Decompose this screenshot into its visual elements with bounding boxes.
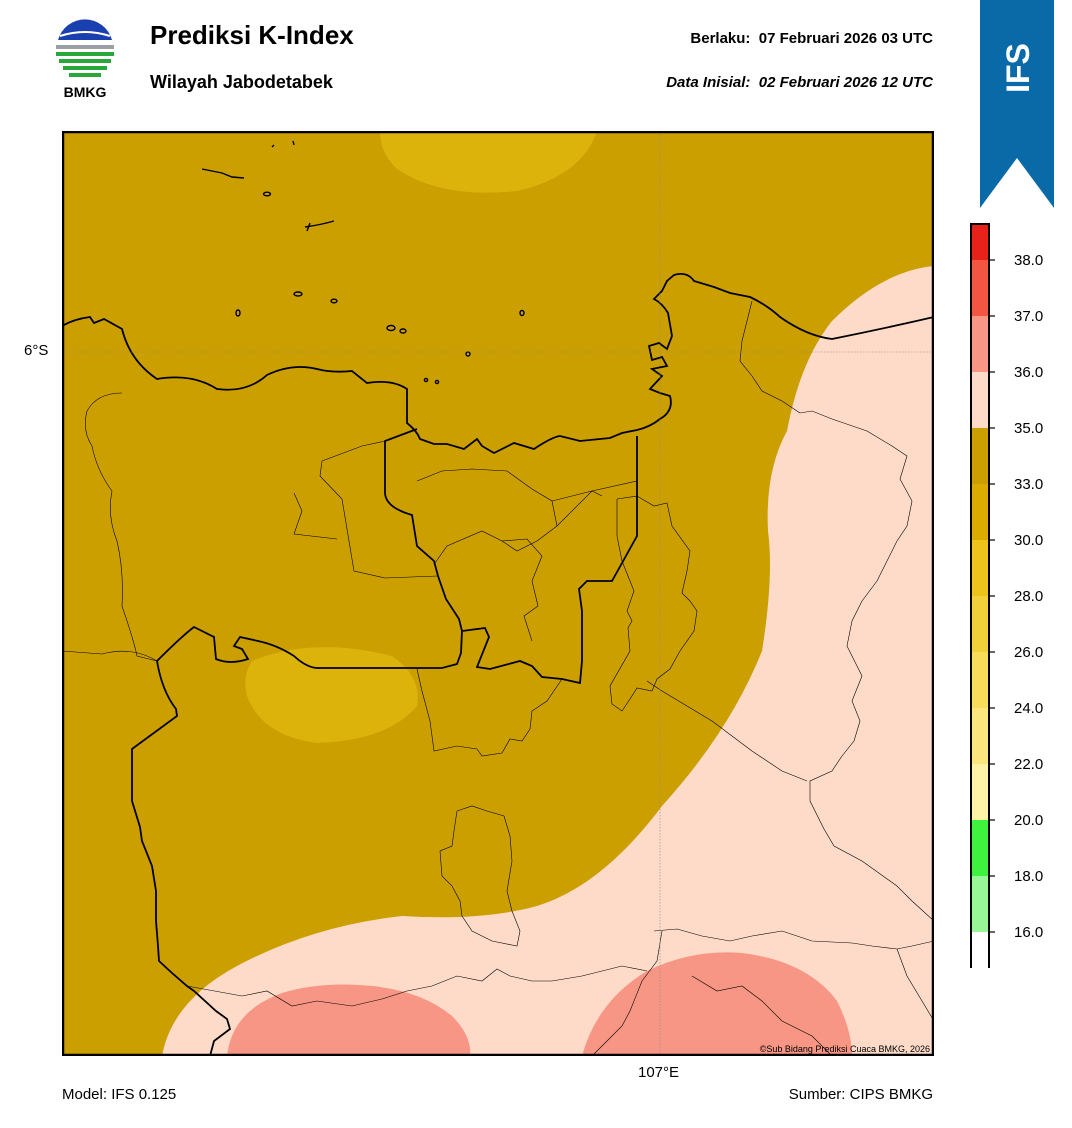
colorbar-tick-label: 28.0 [1014,588,1043,605]
colorbar-segment [971,708,989,764]
colorbar-tick-label: 35.0 [1014,420,1043,437]
colorbar-segment [971,596,989,652]
k-index-map: ©Sub Bidang Prediksi Cuaca BMKG, 2026 [62,131,934,1056]
region-subtitle: Wilayah Jabodetabek [150,72,333,92]
field-37-38-left [227,984,471,1056]
field-28-30-top [380,131,597,193]
coastline [62,272,934,455]
valid-time: Berlaku: 07 Februari 2026 03 UTC [690,30,933,47]
colorbar-tick-label: 16.0 [1014,924,1043,941]
regency-boundaries [62,300,934,1056]
field-37-38-right [582,952,852,1056]
source-label: Sumber: CIPS BMKG [788,1086,933,1103]
colorbar-segment [971,372,989,428]
colorbar-tick-label: 33.0 [1014,476,1043,493]
colorbar-segment [971,652,989,708]
islands [201,140,525,385]
field-35-36 [162,266,934,1056]
ifs-banner: IFS [980,0,1054,208]
banten-boundary [131,660,232,1056]
colorbar-tick-label: 37.0 [1014,308,1043,325]
colorbar: 38.0 37.0 36.0 35.0 33.0 30.0 28.0 26.0 24.0 22.0… [970,223,1043,968]
field-28-30-center [245,647,418,743]
colorbar-segment [971,260,989,316]
colorbar-tick-label: 24.0 [1014,700,1043,717]
logo-text: BMKG [63,84,107,100]
colorbar-segment [971,932,989,968]
colorbar-tick-label: 36.0 [1014,364,1043,381]
bmkg-logo-icon [56,19,114,77]
colorbar-segment [971,428,989,484]
colorbar-segment [971,876,989,932]
colorbar-segment [971,540,989,596]
colorbar-tick-label: 22.0 [1014,756,1043,773]
page-title: Prediksi K-Index [150,20,354,50]
colorbar-segment [971,224,989,260]
model-label: Model: IFS 0.125 [62,1086,177,1103]
map-frame [62,131,934,1056]
colorbar-tick-label: 38.0 [1014,252,1043,269]
province-boundary [156,436,638,685]
colorbar-tick-label: 18.0 [1014,868,1043,885]
colorbar-tick-label: 26.0 [1014,644,1043,661]
lon-label: 107°E [638,1064,680,1081]
colorbar-segment [971,764,989,820]
colorbar-segment [971,484,989,540]
colorbar-tick-label: 20.0 [1014,812,1043,829]
banner-text: IFS [1000,43,1036,93]
colorbar-segment [971,316,989,372]
colorbar-segment [971,820,989,876]
init-time: Data Inisial: 02 Februari 2026 12 UTC [666,74,933,91]
copyright-note: ©Sub Bidang Prediksi Cuaca BMKG, 2026 [760,1044,930,1054]
colorbar-tick-label: 30.0 [1014,532,1043,549]
colorbar-frame [970,223,990,968]
jakarta-boundary [384,428,463,632]
lat-label: 6°S [24,342,49,359]
